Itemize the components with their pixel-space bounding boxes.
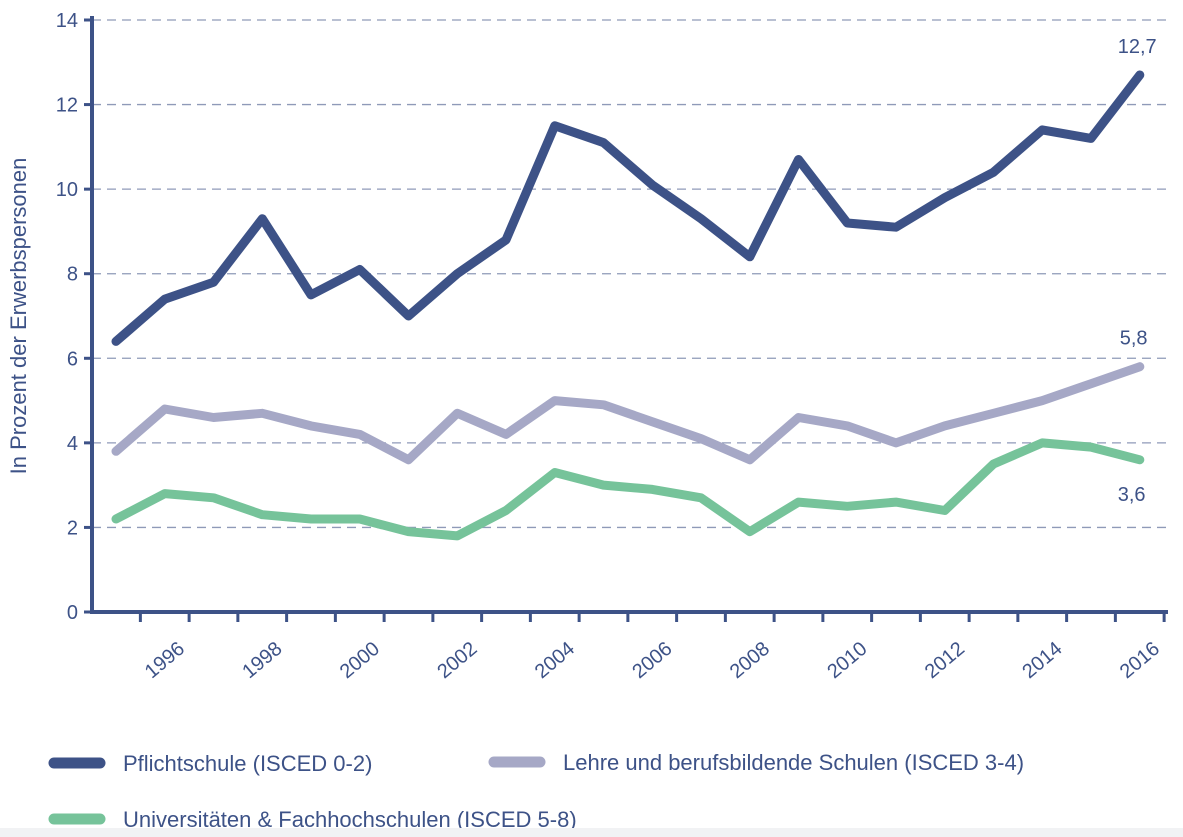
x-tick-label-2004: 2004 [531, 638, 579, 683]
series-line-2 [111, 362, 1145, 465]
x-tick-label-1996: 1996 [141, 638, 189, 683]
y-tick-label-2: 2 [67, 517, 78, 539]
x-tick-label-2012: 2012 [921, 638, 969, 683]
x-tick-label-2010: 2010 [823, 638, 871, 683]
gridlines [92, 19, 1168, 529]
legend-label-2: Lehre und berufsbildende Schulen (ISCED … [563, 750, 1024, 775]
end-label-series-2: 5,8 [1120, 328, 1148, 350]
x-tick-label-2002: 2002 [433, 638, 481, 683]
x-tick-label-2000: 2000 [336, 638, 384, 683]
end-label-series-1: 12,7 [1118, 36, 1157, 58]
series-lines [111, 70, 1145, 541]
x-tick-labels: 1996 1998 2000 2002 2004 2006 2008 2010 2012 2014… [141, 638, 1164, 683]
legend-label-1: Pflichtschule (ISCED 0-2) [123, 751, 372, 776]
x-tick-label-2008: 2008 [726, 638, 774, 683]
x-tick-label-2016: 2016 [1116, 638, 1164, 683]
y-axis-title: In Prozent der Erwerbspersonen [6, 158, 31, 475]
x-tick-label-2014: 2014 [1018, 638, 1066, 683]
bottom-strip [0, 828, 1183, 837]
x-tick-label-1998: 1998 [238, 638, 286, 683]
y-tick-label-14: 14 [56, 10, 78, 32]
series-line-1 [111, 70, 1145, 346]
legend: Pflichtschule (ISCED 0-2) Lehre und beruf… [48, 750, 1024, 832]
axes [84, 16, 1168, 622]
legend-label-3: Universitäten & Fachhochschulen (ISCED 5… [123, 807, 577, 832]
y-tick-labels: 0 2 4 6 8 10 12 14 [56, 10, 78, 624]
end-label-series-3: 3,6 [1118, 484, 1146, 506]
y-tick-label-6: 6 [67, 348, 78, 370]
y-tick-label-4: 4 [67, 433, 78, 455]
y-tick-label-8: 8 [67, 264, 78, 286]
y-tick-label-12: 12 [56, 95, 78, 117]
series-line-3 [111, 438, 1145, 541]
data-labels: 12,7 5,8 3,6 [1118, 36, 1157, 506]
y-tick-label-10: 10 [56, 179, 78, 201]
y-tick-label-0: 0 [67, 602, 78, 624]
x-tick-label-2006: 2006 [628, 638, 676, 683]
